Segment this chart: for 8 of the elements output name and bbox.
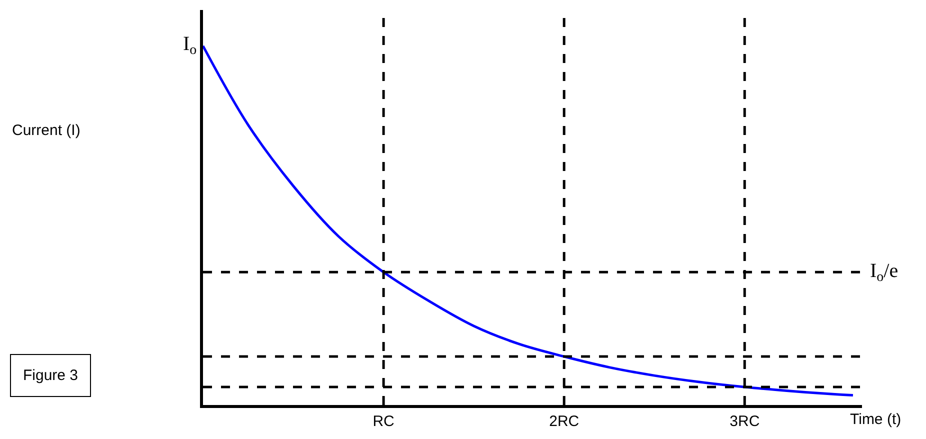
x-tick-label: 3RC: [730, 413, 760, 430]
caption: Figure 3: [23, 367, 78, 384]
annotation: I$_{o}$: [183, 33, 197, 58]
x-tick-label: 2RC: [549, 413, 580, 430]
ref-line-label: I$_{o}$/e: [870, 260, 898, 286]
text: Current (I): [12, 122, 80, 139]
x-tick-label: RC: [372, 413, 395, 430]
x-axis-title: Time (t): [850, 411, 902, 428]
